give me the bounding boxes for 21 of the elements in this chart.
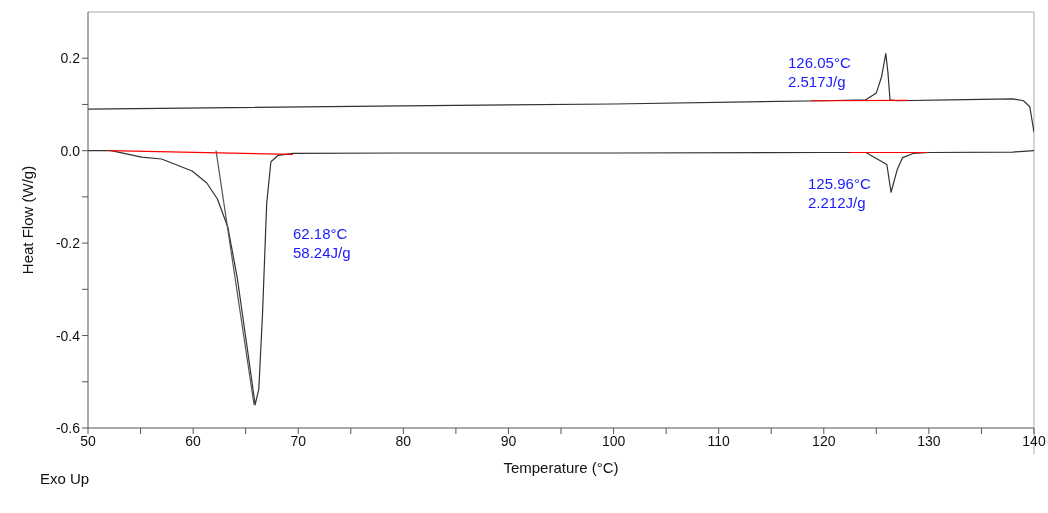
y-axis-title: Heat Flow (W/g) [19,165,37,275]
x-tick-label: 120 [812,432,836,449]
x-tick-label: 90 [500,432,517,449]
y-tick-label: -0.4 [55,327,81,344]
x-tick-label: 80 [395,432,412,449]
x-tick-label: 70 [290,432,307,449]
x-axis-title: Temperature (°C) [503,458,619,476]
y-tick-label: 0.0 [60,142,81,159]
x-tick-label: 50 [80,432,96,449]
annotation: 62.18°C 58.24J/g [293,224,351,262]
annotation: 126.05°C 2.517J/g [788,53,851,91]
y-tick-label: 0.2 [60,50,81,67]
text: Exo Up [40,470,90,487]
annotation: 125.96°C 2.212J/g [808,174,871,212]
x-tick-label: 60 [185,432,202,449]
x-tick-label: 100 [601,432,626,449]
x-tick-label: 140 [1022,432,1046,449]
x-tick-label: 110 [707,432,731,449]
y-tick-label: -0.6 [55,419,81,436]
x-tick-label: 130 [917,432,941,449]
y-tick-label: -0.2 [55,235,81,252]
